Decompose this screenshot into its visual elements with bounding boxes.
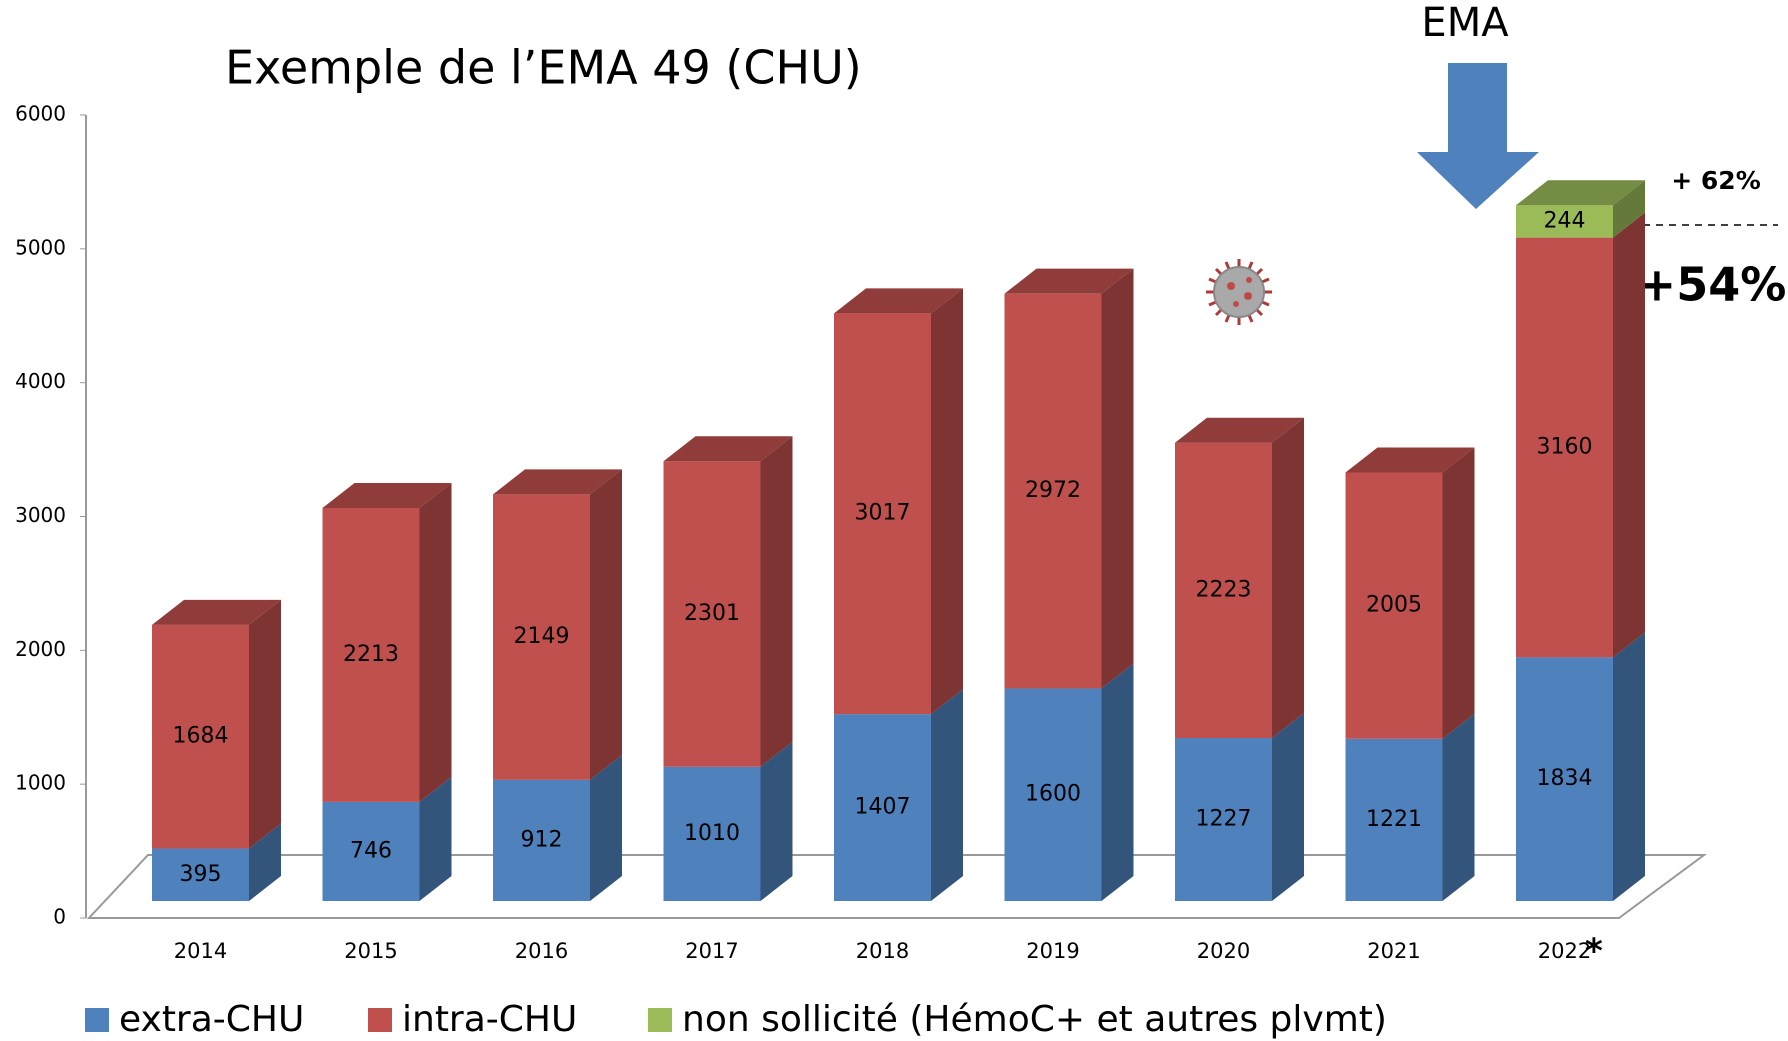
value-label: 1600 [1025,782,1081,807]
chart-title: Exemple de l’EMA 49 (CHU) [225,41,862,95]
value-label: 244 [1544,208,1586,233]
y-tick-label: 5000 [15,235,66,259]
bar-side [931,689,963,901]
virus-icon [1206,259,1272,325]
x-tick-label: 2014 [174,939,227,963]
legend-swatch [368,1008,392,1032]
ema-label: EMA [1421,0,1509,46]
value-label: 1684 [173,724,229,749]
x-tick-label: 2017 [685,939,738,963]
value-label: 3160 [1537,435,1593,460]
value-label: 3017 [855,501,911,526]
value-label: 2213 [343,642,399,667]
bar-side [761,436,793,767]
bar-side [420,483,452,802]
value-label: 2301 [684,601,740,626]
bar-side [590,469,622,779]
bar-side [1613,213,1645,658]
value-label: 1010 [684,821,740,846]
x-tick-label: 2021 [1367,939,1420,963]
value-label: 1221 [1366,807,1422,832]
bar-side [761,742,793,901]
value-label: 746 [350,838,392,863]
bar-side [1102,269,1134,689]
bar-side [1102,663,1134,901]
y-tick-label: 1000 [15,771,66,795]
bar-side [1443,447,1475,738]
bar-side [1443,714,1475,901]
value-label: 2005 [1366,593,1422,618]
legend-swatch [648,1008,672,1032]
legend-label: intra-CHU [402,999,577,1040]
legend-label: non sollicité (HémoC+ et autres plvmt) [682,999,1387,1040]
bar-side [1613,632,1645,901]
bar-side [931,288,963,714]
x-tick-label: 2015 [344,939,397,963]
value-label: 1834 [1537,766,1593,791]
value-label: 2149 [514,624,570,649]
legend-swatch [85,1008,109,1032]
y-tick-label: 3000 [15,503,66,527]
bar-side [1272,713,1304,901]
value-label: 1227 [1196,807,1252,832]
x-tick-label: 2016 [515,939,568,963]
y-tick-label: 0 [53,905,66,929]
bar-side [590,755,622,901]
x-tick-label: 2020 [1197,939,1250,963]
value-label: 395 [180,862,222,887]
x-tick-label: 2019 [1026,939,1079,963]
bar-side [1272,418,1304,738]
y-tick-label: 2000 [15,637,66,661]
x-tick-label: 2018 [856,939,909,963]
y-tick-label: 6000 [15,102,66,126]
chart: Exemple de l’EMA 49 (CHU) EMA + 62% +54%… [0,0,1788,1041]
annotation: +54% [1638,258,1787,312]
value-label: 2223 [1196,577,1252,602]
legend-label: extra-CHU [119,999,304,1040]
bar-side [249,600,281,849]
annotation: + 62% [1671,166,1761,195]
ema-arrow [1417,63,1539,209]
y-tick-label: 4000 [15,369,66,393]
value-label: 2972 [1025,478,1081,503]
value-label: 912 [521,827,563,852]
value-label: 1407 [855,795,911,820]
x-tick-label: 2022 [1538,939,1591,963]
